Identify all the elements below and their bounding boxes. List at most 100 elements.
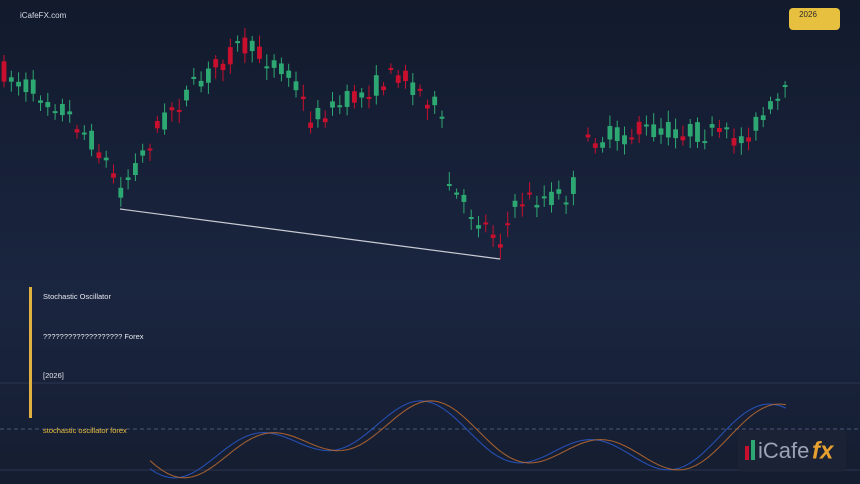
candle-body	[614, 127, 620, 141]
candle-body	[322, 118, 328, 123]
candle-body	[527, 192, 532, 195]
candle-body	[600, 142, 605, 148]
candle-body	[425, 104, 430, 109]
candle-body	[702, 141, 708, 144]
candle-body	[571, 177, 576, 194]
candle-body	[67, 111, 73, 115]
candle-body	[366, 96, 372, 99]
logo-accent: fx	[812, 437, 835, 464]
candle-body	[16, 81, 21, 87]
candle-body	[622, 135, 627, 145]
candle-body	[695, 122, 700, 142]
candle-body	[768, 101, 773, 110]
candle-body	[585, 134, 591, 138]
candle-body	[308, 122, 313, 128]
candle-body	[519, 204, 525, 207]
candle-body	[286, 70, 292, 78]
caption-year: [2026]	[43, 371, 64, 380]
candles	[1, 27, 788, 260]
candle-body	[133, 163, 138, 176]
candle-body	[242, 37, 248, 54]
candle-body	[45, 102, 51, 108]
candle-body	[176, 109, 182, 112]
candle-body	[125, 177, 131, 180]
candle-body	[738, 136, 744, 144]
candle-body	[337, 105, 343, 108]
candle-body	[206, 68, 211, 83]
candle-body	[103, 157, 109, 161]
candle-body	[140, 150, 146, 156]
badge-text: 2026	[799, 10, 817, 19]
candle-body	[541, 196, 547, 199]
candle-body	[279, 63, 284, 75]
logo-icon	[745, 446, 749, 460]
candle-body	[315, 108, 321, 120]
candle-body	[154, 121, 160, 129]
candle-body	[629, 137, 635, 140]
candle-body	[162, 112, 167, 130]
candle-body	[607, 126, 613, 140]
candle-body	[373, 75, 379, 96]
candle-body	[651, 124, 657, 138]
candle-body	[1, 61, 7, 82]
candle-body	[636, 121, 642, 135]
candle-body	[709, 124, 715, 128]
candle-body	[658, 128, 664, 135]
candle-body	[549, 191, 554, 206]
candle-body	[476, 225, 481, 229]
candle-body	[403, 70, 408, 82]
candle-body	[432, 96, 438, 106]
logo-box	[738, 430, 846, 472]
candle-body	[227, 47, 233, 65]
candle-body	[461, 194, 467, 202]
candle-body	[534, 204, 540, 208]
candle-body	[483, 222, 489, 225]
candle-body	[271, 60, 277, 68]
candle-body	[746, 137, 751, 142]
candle-body	[724, 127, 730, 130]
logo-icon	[751, 440, 755, 460]
candle-body	[30, 79, 36, 94]
candle-body	[687, 124, 693, 137]
candle-body	[89, 130, 94, 150]
candle-body	[300, 96, 306, 100]
badge	[789, 8, 840, 30]
logo-brand: iCafe	[758, 438, 809, 463]
candle-body	[454, 192, 459, 195]
candle-body	[673, 129, 678, 139]
candle-body	[563, 202, 569, 205]
caption-tag: stochastic oscillator forex	[43, 426, 127, 435]
candle-body	[74, 129, 80, 133]
candle-body	[731, 138, 737, 146]
candle-body	[592, 143, 598, 148]
oscillator-line	[149, 400, 787, 479]
candle-body	[665, 122, 671, 138]
candle-body	[760, 115, 766, 121]
candle-body	[264, 66, 270, 69]
candle-body	[213, 59, 219, 68]
candle-body	[505, 223, 511, 226]
candle-body	[439, 116, 445, 119]
candle-body	[23, 79, 29, 93]
candle-body	[717, 127, 722, 132]
candle-body	[775, 98, 781, 101]
candle-body	[220, 63, 226, 71]
candle-body	[446, 183, 452, 186]
candle-body	[490, 234, 496, 238]
caption-subtitle: ??????????????????? Forex	[43, 332, 144, 341]
candle-body	[81, 132, 87, 135]
candle-body	[147, 148, 153, 151]
candle-body	[96, 152, 102, 159]
candle-body	[118, 187, 124, 198]
candle-body	[169, 107, 175, 111]
candle-body	[359, 92, 365, 98]
trend-line	[119, 208, 501, 260]
candle-body	[388, 67, 394, 70]
candle-body	[60, 104, 65, 116]
site-name: iCafeFX.com	[20, 11, 67, 20]
candle-body	[753, 116, 759, 131]
candle-body	[468, 217, 474, 220]
candle-body	[249, 40, 255, 52]
